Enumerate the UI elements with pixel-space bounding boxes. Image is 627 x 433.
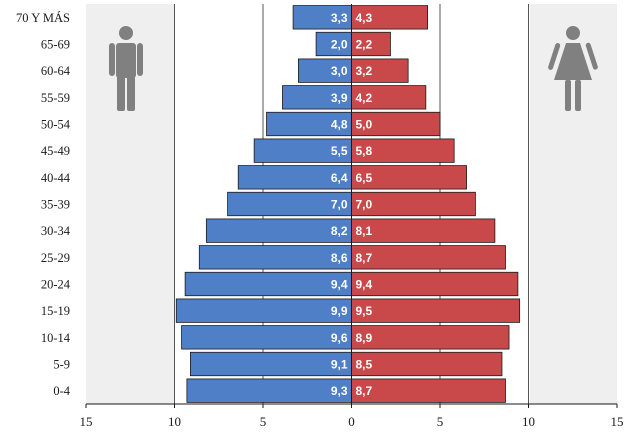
data-label-male: 8,2: [331, 224, 348, 238]
x-tick-label: 0: [348, 414, 355, 429]
age-group-label: 30-34: [41, 224, 71, 238]
data-label-male: 4,8: [331, 118, 348, 132]
bar-female: [351, 218, 496, 243]
data-label-female: 4,3: [356, 11, 373, 25]
female-figure-icon: [548, 26, 598, 111]
bar-female: [351, 325, 510, 350]
data-label-female: 8,1: [356, 224, 373, 238]
data-label-female: 8,9: [356, 331, 373, 345]
data-label-female: 9,4: [356, 278, 373, 292]
x-tick-label: 5: [437, 414, 444, 429]
data-label-male: 7,0: [331, 198, 348, 212]
data-label-female: 8,7: [356, 251, 373, 265]
data-label-female: 2,2: [356, 38, 373, 52]
bar-male: [205, 218, 352, 243]
data-label-male: 9,3: [331, 384, 348, 398]
age-group-label: 0-4: [53, 384, 70, 398]
age-group-label: 5-9: [53, 358, 70, 372]
age-group-label: 10-14: [41, 331, 71, 345]
age-group-label: 25-29: [41, 251, 70, 265]
data-label-female: 5,8: [356, 144, 373, 158]
data-label-female: 5,0: [356, 118, 373, 132]
male-figure-icon: [109, 26, 143, 111]
x-axis-ticks: 15 10 5 0 5 10 15: [80, 403, 624, 429]
x-tick-label: 10: [168, 414, 181, 429]
bar-female: [351, 245, 506, 270]
bar-male: [198, 245, 352, 270]
data-label-male: 3,3: [331, 11, 348, 25]
bar-female: [351, 378, 506, 403]
bar-male: [186, 378, 352, 403]
age-group-label: 40-44: [41, 171, 71, 185]
data-label-male: 9,6: [331, 331, 348, 345]
age-group-label: 65-69: [41, 38, 70, 52]
data-label-male: 6,4: [331, 171, 348, 185]
age-group-label: 50-54: [41, 118, 71, 132]
x-tick-label: 5: [260, 414, 267, 429]
age-group-label: 60-64: [41, 64, 71, 78]
age-group-label: 45-49: [41, 144, 70, 158]
data-label-male: 9,1: [331, 358, 348, 372]
bar-female: [351, 271, 519, 297]
data-label-female: 4,2: [356, 91, 373, 105]
data-label-male: 9,9: [331, 304, 348, 318]
age-group-label: 70 Y MÁS: [16, 11, 70, 25]
data-label-male: 9,4: [331, 278, 348, 292]
bar-female: [351, 351, 503, 377]
bar-female: [351, 298, 521, 323]
x-tick-label: 15: [611, 414, 624, 429]
bar-male: [184, 271, 352, 297]
data-label-male: 5,5: [331, 144, 348, 158]
age-labels-group: 70 Y MÁS 65-69 60-64 55-59 50-54 45-49 40-44 35…: [16, 11, 71, 398]
age-group-label: 15-19: [41, 304, 70, 318]
data-label-female: 9,5: [356, 304, 373, 318]
bar-male: [175, 298, 352, 323]
x-tick-label: 15: [80, 414, 93, 429]
data-label-male: 3,9: [331, 91, 348, 105]
data-label-male: 2,0: [331, 38, 348, 52]
age-group-label: 55-59: [41, 91, 70, 105]
age-group-label: 35-39: [41, 198, 70, 212]
data-label-female: 8,7: [356, 384, 373, 398]
age-group-label: 20-24: [41, 278, 71, 292]
bars-group: 3,3 4,3 2,0 2,2 3,0 3,2 3,9 4,2 4,8 5,0 5,5 5,8 6,4 6…: [175, 4, 521, 404]
data-label-female: 7,0: [356, 198, 373, 212]
x-tick-label: 10: [522, 414, 535, 429]
bar-male: [181, 325, 352, 350]
data-label-female: 6,5: [356, 171, 373, 185]
data-label-male: 8,6: [331, 251, 348, 265]
bar-male: [190, 351, 352, 377]
data-label-female: 3,2: [356, 64, 373, 78]
data-label-female: 8,5: [356, 358, 373, 372]
data-label-male: 3,0: [331, 64, 348, 78]
